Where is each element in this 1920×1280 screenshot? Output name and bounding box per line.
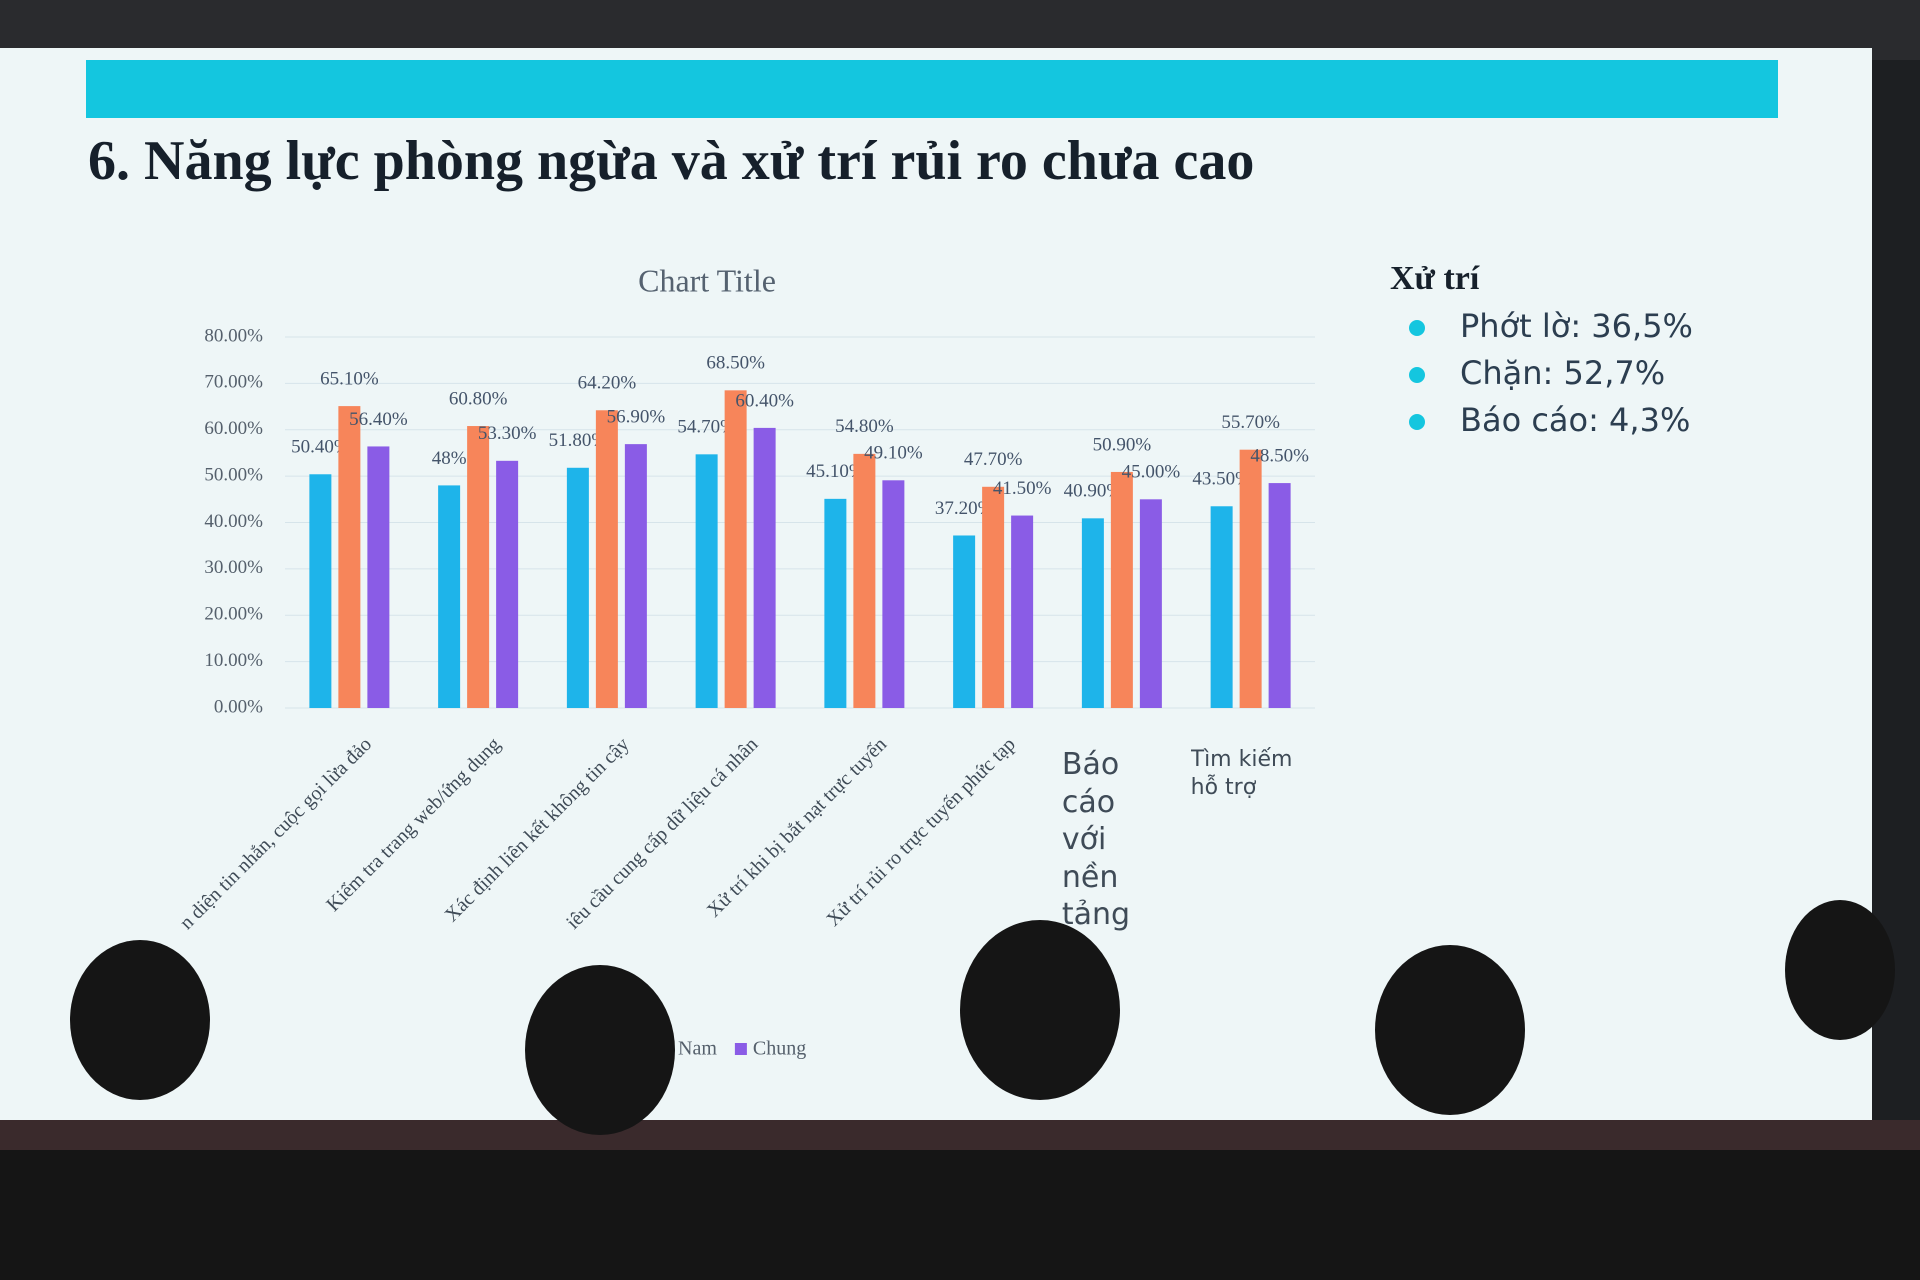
value-label: 55.70% <box>1221 412 1280 433</box>
bar <box>624 444 647 708</box>
value-label: 68.50% <box>706 353 765 374</box>
y-tick-label: 40.00% <box>204 511 263 532</box>
bar <box>1268 483 1291 708</box>
panel-item: Chặn: 52,7% <box>1460 354 1665 392</box>
bar <box>1011 515 1034 708</box>
y-tick-label: 70.00% <box>204 372 263 393</box>
head <box>1375 945 1525 1115</box>
head <box>70 940 210 1100</box>
bar <box>566 467 589 708</box>
y-tick-label: 10.00% <box>204 650 263 671</box>
x-tick-label-box: Tìm kiếm hỗ trợ <box>1190 747 1293 800</box>
panel-item: Phớt lờ: 36,5% <box>1460 307 1693 345</box>
bar <box>953 535 976 708</box>
value-label: 40.90% <box>1064 481 1123 502</box>
x-tick-label-box: Báo cáo với nền tảng <box>1061 747 1131 932</box>
value-label: 43.50% <box>1192 469 1251 490</box>
value-label: 50.40% <box>291 437 350 458</box>
audience <box>0 900 1920 1280</box>
value-label: 51.80% <box>549 430 608 451</box>
value-label: 41.50% <box>993 478 1052 499</box>
value-label: 45.00% <box>1122 462 1181 483</box>
value-label: 54.80% <box>835 416 894 437</box>
value-label: 64.20% <box>578 373 637 394</box>
value-label: 48.50% <box>1250 445 1309 466</box>
panel-item: Báo cáo: 4,3% <box>1460 401 1690 439</box>
bar <box>367 446 390 708</box>
x-tick-label: Báo cáo với nền tảng <box>1061 747 1131 932</box>
value-label: 60.80% <box>449 388 508 409</box>
value-label: 49.10% <box>864 443 923 464</box>
value-label: 50.90% <box>1093 434 1152 455</box>
bar <box>1210 506 1233 708</box>
y-tick-label: 0.00% <box>214 696 263 717</box>
bar <box>1139 499 1162 708</box>
y-tick-label: 60.00% <box>204 418 263 439</box>
y-tick-label: 50.00% <box>204 464 263 485</box>
y-tick-label: 20.00% <box>204 604 263 625</box>
bar <box>595 410 618 708</box>
bar <box>824 498 847 708</box>
bar <box>695 454 718 708</box>
bar <box>982 486 1005 708</box>
y-tick-label: 80.00% <box>204 325 263 346</box>
bullet <box>1409 367 1425 383</box>
value-label: 56.90% <box>607 406 666 427</box>
bar <box>1110 471 1133 708</box>
value-label: 60.40% <box>735 390 794 411</box>
legend-label: Nam <box>678 1038 717 1060</box>
bar <box>467 426 490 708</box>
value-label: 65.10% <box>320 368 379 389</box>
y-tick-label: 30.00% <box>204 557 263 578</box>
value-label: 45.10% <box>806 461 865 482</box>
value-label: 53.30% <box>478 423 537 444</box>
bar <box>882 480 905 708</box>
chart-title: Chart Title <box>638 262 776 298</box>
bar <box>309 474 332 708</box>
shoulders <box>0 1150 1920 1280</box>
head <box>525 965 675 1135</box>
bar <box>1081 518 1104 708</box>
bar <box>438 485 461 708</box>
panel-list: Phớt lờ: 36,5% Chặn: 52,7% Báo cáo: 4,3% <box>1409 307 1693 439</box>
legend-swatch <box>734 1043 747 1055</box>
header-bar <box>86 60 1778 118</box>
bar <box>724 390 747 708</box>
bar <box>1239 449 1262 708</box>
bar <box>853 453 876 708</box>
x-tick-label: Tìm kiếm hỗ trợ <box>1190 747 1293 800</box>
bar <box>338 406 361 708</box>
bar <box>753 427 776 708</box>
slide-title: 6. Năng lực phòng ngừa và xử trí rủi ro … <box>88 130 1254 192</box>
value-label: 47.70% <box>964 449 1023 470</box>
value-label: 54.70% <box>677 417 736 438</box>
head <box>960 920 1120 1100</box>
bar <box>496 460 519 708</box>
value-label: 48% <box>432 448 467 469</box>
panel-heading: Xử trí <box>1390 260 1480 297</box>
bullet <box>1409 414 1425 430</box>
value-label: 37.20% <box>935 498 994 519</box>
screen <box>0 48 1872 1120</box>
legend-label: Chung <box>753 1038 806 1060</box>
head <box>1785 900 1895 1040</box>
bullet <box>1409 320 1425 336</box>
value-label: 56.40% <box>349 409 408 430</box>
